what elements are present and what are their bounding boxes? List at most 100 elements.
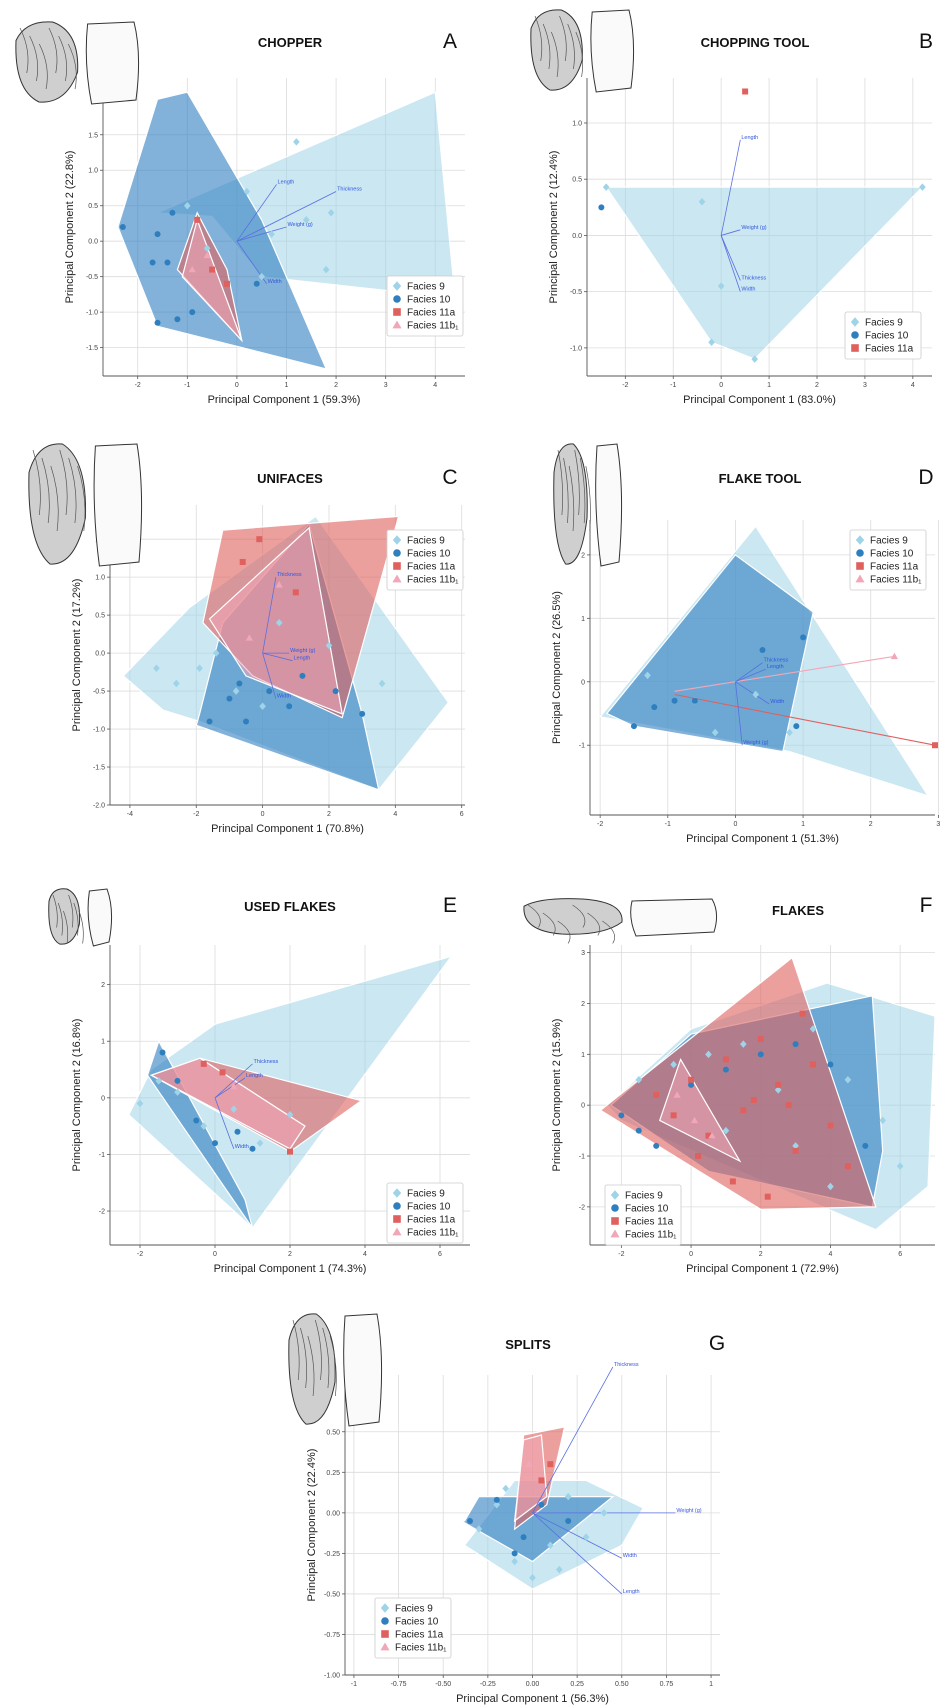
sketch-line xyxy=(563,457,569,524)
hull-facies-11b xyxy=(149,1057,306,1150)
point-facies-11b xyxy=(275,581,283,588)
loading-vector-weight-g xyxy=(735,681,743,746)
loading-vector-thickness xyxy=(532,1366,614,1514)
sketch-line xyxy=(58,35,68,82)
panel-e: -2 0 2 4 6 -2 -1 0 1 2 Thickness Length Width USED FL… xyxy=(48,888,470,1275)
legend-box xyxy=(604,1184,682,1246)
loading-vector-length xyxy=(532,1512,623,1595)
y-tick-label: -1.0 xyxy=(86,310,98,317)
x-axis-label: Principal Component 1 (56.3%) xyxy=(456,1693,609,1705)
y-tick-label: 3 xyxy=(581,950,585,957)
point-facies-9 xyxy=(378,679,386,688)
legend-label-facies-11b: Facies 11b₁ xyxy=(407,1228,459,1239)
x-tick-label: 2 xyxy=(869,821,873,828)
legend-marker-facies-11a xyxy=(851,344,859,352)
point-facies-11a xyxy=(750,1097,757,1104)
loading-vector-width xyxy=(214,1097,235,1149)
sketch-line xyxy=(579,457,586,524)
point-facies-9 xyxy=(879,1116,887,1125)
point-facies-9 xyxy=(786,728,793,737)
point-facies-9 xyxy=(547,1541,554,1550)
legend-marker-facies-10 xyxy=(393,549,401,557)
loading-label-thickness: Thickness xyxy=(277,572,302,578)
y-tick-label: -1 xyxy=(579,1154,585,1161)
point-facies-9 xyxy=(325,641,333,650)
point-facies-9 xyxy=(286,1111,294,1119)
x-tick-label: 2 xyxy=(327,811,331,818)
panel-title: CHOPPER xyxy=(258,35,323,50)
y-tick-label: 1.0 xyxy=(88,168,98,175)
x-tick-label: 0.75 xyxy=(660,1681,674,1688)
loading-label-width: Width xyxy=(770,699,784,705)
loading-vector-thickness xyxy=(262,577,277,654)
point-facies-10 xyxy=(359,710,366,717)
sketch-line xyxy=(77,465,86,532)
point-facies-9 xyxy=(708,338,715,347)
point-facies-11a xyxy=(547,1461,554,1468)
sketch-line xyxy=(78,910,84,944)
loading-label-weight-g: Weight (g) xyxy=(676,1508,701,1514)
x-tick-label: 0.00 xyxy=(526,1681,540,1688)
legend-marker-facies-10 xyxy=(856,549,864,557)
loading-vector-length xyxy=(262,652,293,662)
legend-marker-facies-11a xyxy=(393,1215,401,1223)
legend: Facies 9 Facies 10 Facies 11a xyxy=(844,311,922,360)
point-facies-11a xyxy=(256,536,263,543)
x-tick-label: -2 xyxy=(618,1251,624,1258)
point-facies-11a xyxy=(194,216,201,223)
x-tick-label: 0 xyxy=(261,811,265,818)
point-facies-10 xyxy=(757,1051,764,1058)
sketch-line xyxy=(574,449,580,516)
loading-label-thickness: Thickness xyxy=(741,275,766,281)
point-facies-11a xyxy=(209,266,216,273)
hull-facies-11b xyxy=(208,526,343,715)
loading-vector-length xyxy=(236,184,277,242)
loading-vector-thickness xyxy=(236,191,337,242)
y-tick-label: 0.25 xyxy=(326,1470,340,1477)
loading-vector-weight-g xyxy=(721,229,741,236)
y-tick-label: 0 xyxy=(581,1103,585,1110)
point-facies-10 xyxy=(635,1127,642,1134)
x-tick-label: 1 xyxy=(709,1681,713,1688)
point-facies-10 xyxy=(827,1061,834,1068)
point-facies-9 xyxy=(711,728,719,737)
sketch-line xyxy=(307,1335,315,1397)
y-tick-label: -1.00 xyxy=(324,1673,340,1680)
x-axis-label: Principal Component 1 (72.9%) xyxy=(686,1263,839,1275)
legend-marker-facies-9 xyxy=(850,317,860,327)
point-facies-11b xyxy=(245,634,253,641)
y-tick-label: -1.0 xyxy=(93,727,105,734)
x-tick-label: 2 xyxy=(334,382,338,389)
x-tick-label: 3 xyxy=(863,382,867,389)
panel-f: -2 0 2 4 6 -2 -1 0 1 2 3 FLAKES F Principal Component… xyxy=(523,894,936,1275)
loading-vector-width xyxy=(532,1512,622,1559)
sketch-face-d xyxy=(553,443,588,565)
panel-letter: C xyxy=(442,466,457,489)
point-facies-11a xyxy=(775,1081,782,1088)
point-facies-9 xyxy=(173,679,180,688)
point-facies-10 xyxy=(174,316,181,323)
sketch-profile-a xyxy=(85,21,140,105)
point-facies-9 xyxy=(919,183,926,191)
y-tick-label: -1.5 xyxy=(93,765,105,772)
point-facies-9 xyxy=(327,209,335,217)
y-tick-label: -0.75 xyxy=(324,1632,340,1639)
point-facies-9 xyxy=(827,1182,834,1191)
artifact-sketch-e xyxy=(48,888,113,947)
point-facies-11b xyxy=(673,1091,681,1098)
loading-vector-length xyxy=(720,139,741,236)
sketch-line xyxy=(32,449,41,516)
y-axis-label: Principal Component 2 (16.8%) xyxy=(71,1019,83,1172)
x-axis-label: Principal Component 1 (59.3%) xyxy=(208,394,361,406)
loading-vector-weight-g xyxy=(236,226,287,242)
x-tick-label: 1 xyxy=(285,382,289,389)
y-tick-label: 1 xyxy=(581,1052,585,1059)
point-facies-11b xyxy=(690,1116,699,1124)
y-axis-label: Principal Component 2 (22.8%) xyxy=(64,151,76,304)
x-tick-label: -0.25 xyxy=(480,1681,496,1688)
sketch-line xyxy=(542,23,551,70)
point-facies-10 xyxy=(862,1142,869,1149)
y-axis-label: Principal Component 2 (17.2%) xyxy=(71,579,83,732)
point-facies-10 xyxy=(688,1081,695,1088)
